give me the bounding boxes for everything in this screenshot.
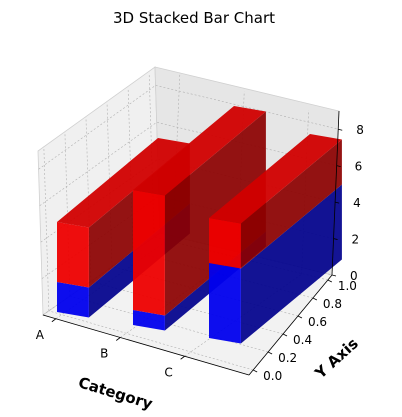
z-axis: 0 2 4 6 8 (331, 110, 364, 283)
bar-front (133, 190, 165, 316)
y-tick-mark (327, 279, 333, 283)
grid-line-y-wall (106, 102, 113, 267)
bar-front (209, 218, 241, 269)
z-tick-label: 6 (355, 160, 363, 174)
z-tick-label: 2 (352, 233, 360, 247)
bar-segment-C-1 (209, 134, 342, 269)
bar-segment-C-0 (209, 184, 342, 344)
z-tick-mark (336, 165, 341, 168)
y-tick-mark (267, 351, 273, 355)
x-tick-label-B: B (100, 347, 108, 361)
y-tick-label: 0.4 (293, 333, 312, 347)
bar-top (209, 134, 342, 224)
grid-line-y-wall (127, 87, 134, 252)
bars (57, 106, 342, 344)
x-tick-label-C: C (164, 365, 172, 379)
y-tick-mark (282, 333, 288, 337)
chart-title: 3D Stacked Bar Chart (113, 9, 275, 27)
y-tick-label: 1.0 (338, 279, 357, 293)
y-tick-label: 0.6 (308, 315, 327, 329)
bar-front (57, 222, 89, 288)
grid-line-x-wall (172, 72, 181, 237)
y-tick-mark (252, 369, 258, 373)
y-tick-label: 0.2 (278, 351, 297, 365)
x-tick-mark (116, 337, 121, 341)
y-tick-mark (312, 297, 318, 301)
grid-line-y-wall (43, 146, 50, 311)
x-tick-label-A: A (36, 328, 45, 342)
bar-side (240, 139, 342, 269)
grid-line-y (48, 310, 254, 371)
y-axis-line (248, 274, 333, 376)
z-tick-mark (335, 201, 340, 204)
grid-line-y-wall (64, 132, 71, 297)
grid-line-y-wall (148, 73, 155, 238)
z-tick-label: 0 (350, 269, 358, 283)
x-axis-label: Category (76, 373, 155, 413)
x-tick-mark (51, 318, 57, 323)
y-axis: 0.0 0.2 0.4 0.6 0.8 1.0 (248, 274, 357, 383)
z-tick-label: 4 (353, 196, 361, 210)
y-tick-label: 0.8 (323, 297, 342, 311)
grid-line-y-wall (85, 117, 92, 282)
x-tick-mark (180, 355, 185, 360)
z-tick-mark (338, 128, 343, 131)
bar-front (209, 263, 241, 344)
x-axis: A B C (36, 314, 250, 379)
z-tick-label: 8 (356, 123, 364, 137)
bar-front (57, 282, 89, 318)
z-axis-line (331, 110, 340, 276)
y-tick-mark (297, 315, 303, 319)
bar-front (133, 310, 165, 331)
z-tick-mark (333, 238, 338, 240)
y-axis-label: Y Axis (311, 334, 362, 383)
bar-side (240, 184, 342, 344)
bar-top (133, 106, 266, 196)
x-axis-line (42, 314, 250, 376)
z-tick-mark (331, 274, 337, 277)
grid-line-z (38, 85, 339, 170)
y-tick-label: 0.0 (263, 369, 282, 383)
bar-top (57, 138, 190, 228)
